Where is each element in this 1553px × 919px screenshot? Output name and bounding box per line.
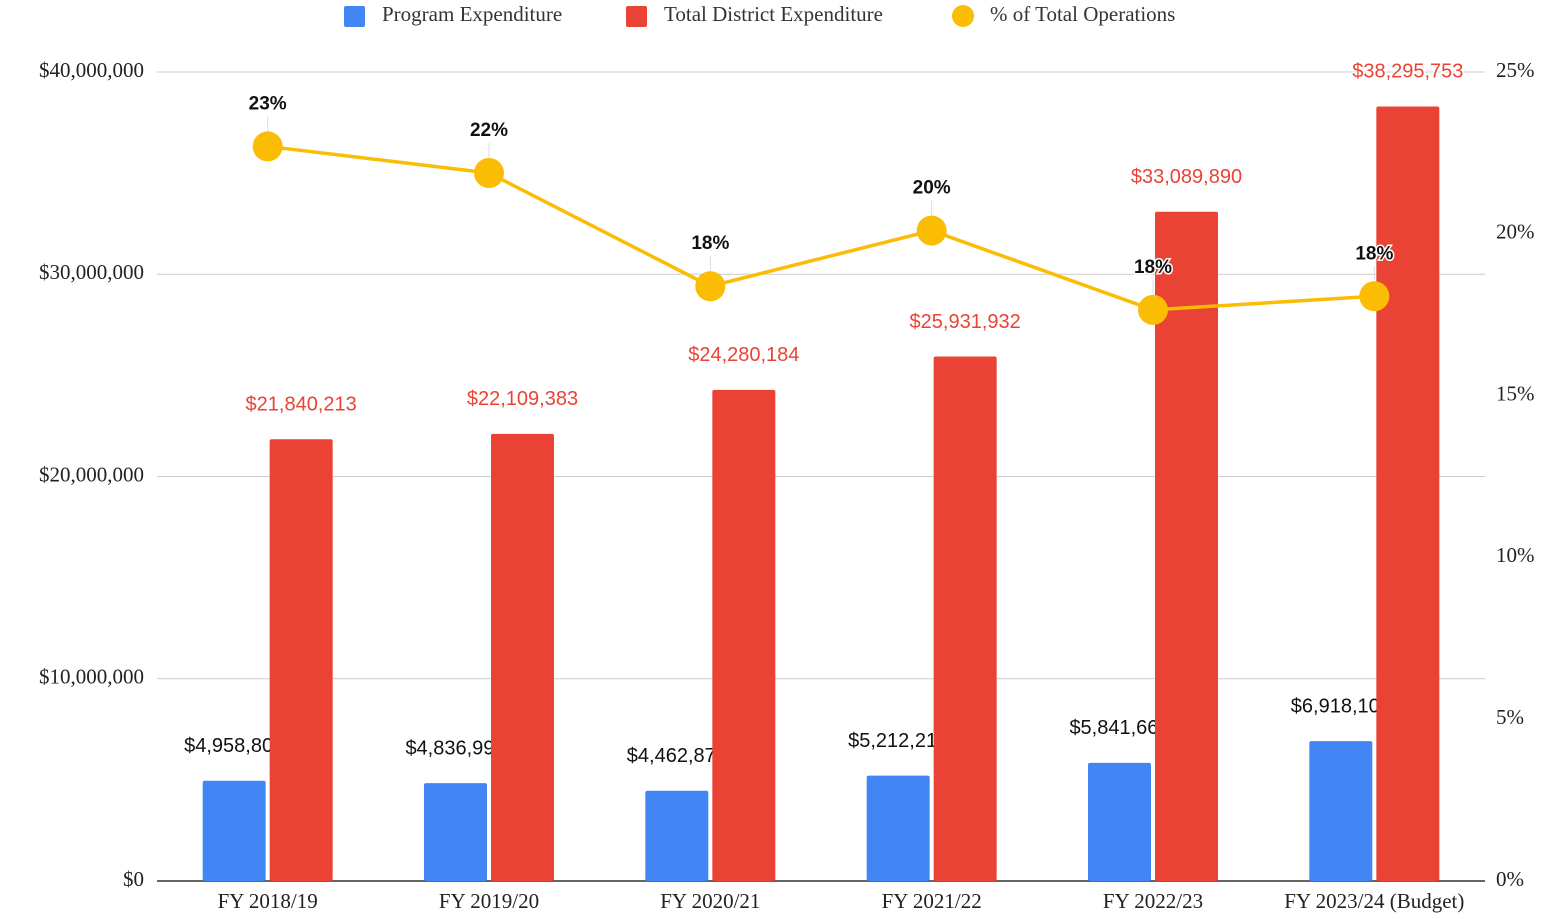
data-label: $25,931,932 xyxy=(910,311,1021,333)
x-tick-label: FY 2020/21 xyxy=(660,889,760,913)
point-label: 22% xyxy=(470,120,508,141)
y2-tick-label: 5% xyxy=(1496,705,1524,729)
data-label: $6,918,101 xyxy=(1291,695,1391,717)
point xyxy=(474,157,504,188)
point xyxy=(695,271,726,302)
x-tick-label: FY 2022/23 xyxy=(1103,889,1203,913)
point-label: 23% xyxy=(249,93,287,114)
point-label: 18% xyxy=(1134,257,1172,278)
legend-marker xyxy=(626,6,647,27)
y-tick-label: $30,000,000 xyxy=(39,260,144,284)
bar xyxy=(1309,741,1373,881)
data-label: $5,212,210 xyxy=(848,730,948,752)
legend-label: Total District Expenditure xyxy=(664,2,883,26)
data-label: $24,280,184 xyxy=(688,344,799,366)
data-label: $22,109,383 xyxy=(467,388,578,410)
bar xyxy=(269,439,333,881)
bar xyxy=(491,433,554,881)
data-label: $5,841,667 xyxy=(1069,717,1169,739)
data-label: $33,089,890 xyxy=(1131,166,1242,188)
bar xyxy=(1088,762,1151,881)
data-label: $21,840,213 xyxy=(246,394,357,416)
x-tick-label: FY 2018/19 xyxy=(218,889,318,913)
y-tick-label: $20,000,000 xyxy=(39,462,144,486)
point-label: 20% xyxy=(913,178,951,199)
point xyxy=(252,131,283,162)
x-tick-label: FY 2019/20 xyxy=(439,889,539,913)
data-label: $4,836,997 xyxy=(405,737,505,759)
y2-tick-label: 20% xyxy=(1496,220,1535,244)
bar xyxy=(866,775,930,881)
bar xyxy=(933,356,997,881)
point xyxy=(916,215,947,246)
x-tick-label: FY 2023/24 (Budget) xyxy=(1284,889,1464,913)
line xyxy=(267,144,1375,312)
data-label: $4,958,807 xyxy=(184,735,284,757)
y2-tick-label: 10% xyxy=(1496,543,1535,567)
bar xyxy=(1155,211,1218,882)
bar xyxy=(645,790,709,881)
point-label: 18% xyxy=(691,233,729,254)
point-label: 18% xyxy=(1355,243,1393,264)
bar xyxy=(712,389,776,881)
legend-label: % of Total Operations xyxy=(990,2,1175,26)
data-label: $4,462,871 xyxy=(627,745,727,767)
y2-tick-label: 25% xyxy=(1496,58,1535,82)
point xyxy=(1138,294,1168,325)
y2-tick-label: 0% xyxy=(1496,867,1524,891)
legend-marker xyxy=(952,5,974,27)
y-tick-label: $0 xyxy=(123,867,144,891)
bar xyxy=(202,780,266,881)
legend-marker xyxy=(344,6,365,27)
data-label: $38,295,753 xyxy=(1352,61,1463,83)
legend-label: Program Expenditure xyxy=(382,2,562,26)
y2-tick-label: 15% xyxy=(1496,381,1535,405)
y-tick-label: $10,000,000 xyxy=(39,665,144,689)
y-tick-label: $40,000,000 xyxy=(39,58,144,82)
bar xyxy=(424,783,487,881)
bar xyxy=(1376,106,1440,882)
point xyxy=(1359,281,1390,312)
x-tick-label: FY 2021/22 xyxy=(882,889,982,913)
